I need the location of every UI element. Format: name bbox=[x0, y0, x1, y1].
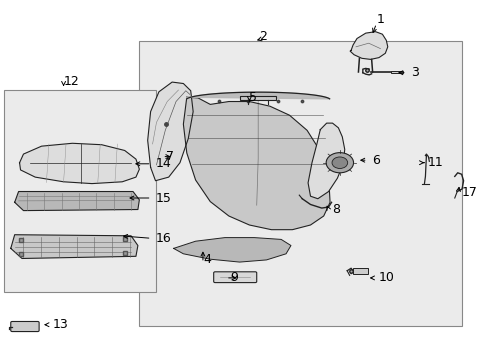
Text: 13: 13 bbox=[53, 318, 68, 331]
Text: 8: 8 bbox=[332, 203, 340, 216]
Text: 10: 10 bbox=[378, 271, 394, 284]
Circle shape bbox=[325, 153, 353, 173]
Polygon shape bbox=[15, 192, 139, 211]
Text: 6: 6 bbox=[371, 154, 379, 167]
Text: 5: 5 bbox=[249, 91, 257, 104]
Bar bbox=[139, 41, 461, 326]
Text: 14: 14 bbox=[155, 157, 171, 170]
Text: 17: 17 bbox=[461, 186, 477, 199]
Polygon shape bbox=[349, 32, 387, 59]
Text: 16: 16 bbox=[155, 232, 171, 245]
Text: 2: 2 bbox=[259, 30, 266, 42]
FancyBboxPatch shape bbox=[11, 321, 39, 332]
Text: 11: 11 bbox=[427, 156, 443, 169]
Text: 1: 1 bbox=[376, 13, 384, 26]
Polygon shape bbox=[307, 123, 344, 199]
Polygon shape bbox=[183, 97, 329, 230]
Bar bbox=[390, 71, 403, 73]
Polygon shape bbox=[173, 238, 290, 262]
Bar bbox=[4, 90, 155, 292]
Text: 7: 7 bbox=[166, 150, 174, 163]
Polygon shape bbox=[186, 92, 329, 99]
Text: 9: 9 bbox=[229, 271, 237, 284]
Polygon shape bbox=[147, 82, 193, 181]
Circle shape bbox=[331, 157, 347, 168]
Text: 12: 12 bbox=[63, 75, 79, 88]
Text: 3: 3 bbox=[410, 66, 418, 79]
FancyBboxPatch shape bbox=[213, 272, 256, 283]
Bar bbox=[352, 268, 367, 274]
Polygon shape bbox=[11, 235, 138, 258]
Text: 4: 4 bbox=[203, 253, 210, 266]
Polygon shape bbox=[20, 143, 139, 184]
Text: 15: 15 bbox=[155, 192, 171, 204]
Bar bbox=[239, 96, 276, 100]
